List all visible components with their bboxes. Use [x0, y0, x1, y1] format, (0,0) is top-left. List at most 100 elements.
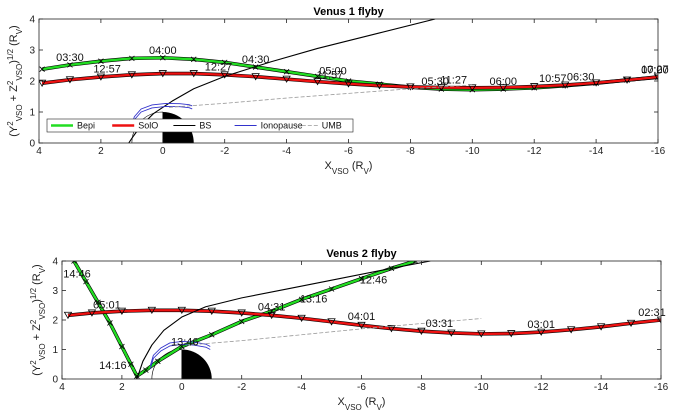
time-annotation: 03:31 — [426, 318, 454, 330]
y-tick-label: 2 — [52, 316, 58, 327]
x-axis-label: XVSO (RV) — [325, 160, 373, 176]
series-solo-point — [375, 82, 384, 90]
series-solo-point — [387, 325, 396, 333]
time-annotation: 04:00 — [149, 45, 177, 57]
series-solo-point — [468, 84, 477, 92]
series-solo-point — [653, 73, 658, 81]
series-bepi-point — [128, 361, 134, 368]
y-axis-label: (Y2VSO + Z2VSO)1/2 (RV) — [29, 264, 47, 375]
series-solo-point — [267, 311, 276, 320]
time-annotation: 10:27 — [641, 64, 669, 76]
time-annotation: 11:57 — [317, 70, 344, 82]
legend: Bepi SolO BS Ionopause UMB — [46, 118, 354, 133]
series-solo-point — [207, 307, 216, 315]
legend-label-bs: BS — [199, 121, 211, 131]
series-bepi-point — [98, 58, 104, 64]
series-ionopause-line — [149, 344, 211, 369]
series-solo-point — [313, 78, 322, 86]
series-bepi-point — [119, 343, 125, 350]
series-solo-point — [507, 330, 516, 338]
time-annotation: 13:46 — [171, 337, 199, 349]
time-annotation: 02:31 — [638, 307, 666, 319]
series-solo-point — [591, 79, 601, 87]
series-solo-point — [537, 328, 546, 336]
venus-night-side — [181, 349, 212, 379]
time-annotation: 14:16 — [99, 360, 127, 372]
time-annotation: 03:01 — [527, 319, 555, 331]
time-annotation: 05:01 — [93, 300, 121, 312]
series-bepi-point — [283, 68, 290, 75]
series-bepi-point — [268, 308, 275, 314]
series-solo-point — [622, 76, 632, 84]
series-bepi-point — [71, 261, 77, 264]
time-annotation: 04:30 — [242, 54, 270, 66]
time-annotation: 10:57 — [539, 73, 567, 85]
series-solo-point — [417, 327, 426, 336]
time-annotation: 12:57 — [93, 64, 121, 76]
time-annotation: 07:00 — [641, 65, 669, 77]
legend-label-solo: SolO — [138, 121, 158, 131]
series-bepi-point — [358, 275, 365, 282]
time-annotation: 06:30 — [567, 71, 595, 83]
series-solo-point — [65, 76, 75, 84]
series-solo-point — [177, 306, 186, 315]
x-tick-label: 0 — [160, 146, 166, 157]
x-tick-label: 0 — [179, 382, 185, 393]
y-tick-label: 1 — [52, 345, 58, 356]
time-annotation: 06:00 — [489, 76, 517, 88]
series-bepi-point — [83, 278, 89, 285]
x-tick-label: -4 — [282, 146, 291, 157]
series-solo-point — [357, 321, 366, 330]
series-bepi-point — [107, 320, 113, 326]
series-umb-line — [168, 84, 473, 108]
chart-title: Venus 1 flyby — [313, 6, 384, 18]
chart-title: Venus 2 flyby — [326, 248, 397, 260]
x-tick-label: 4 — [36, 146, 42, 157]
series-solo-point — [596, 323, 606, 331]
series-solo-point — [437, 84, 446, 92]
x-tick-label: 2 — [98, 146, 104, 157]
series-bepi-point — [221, 59, 228, 66]
series-solo-point — [282, 75, 291, 83]
plot-area — [39, 19, 658, 143]
series-solo-point — [626, 319, 636, 328]
series-bepi-point — [160, 54, 166, 61]
x-tick-label: -2 — [220, 146, 229, 157]
y-tick-label: 3 — [52, 286, 58, 297]
series-umb-line — [187, 318, 482, 346]
panel-1: 4 2 0 -2 -4 -6 -8 -10 -12 -14 -16 0 1 2 3 4 Venus 1 flyb… — [29, 6, 668, 157]
series-solo-point — [447, 329, 456, 337]
y-tick-label: 3 — [29, 46, 35, 57]
series-solo-point — [237, 309, 246, 317]
time-annotation: 12:46 — [360, 275, 388, 287]
x-tick-label: 4 — [59, 382, 65, 393]
series-bepi-point — [208, 331, 215, 338]
y-tick-label: 0 — [52, 375, 58, 386]
series-solo-point — [327, 318, 336, 326]
legend-label-ionopause: Ionopause — [261, 121, 303, 131]
series-bepi-point — [412, 261, 419, 264]
x-tick-label: -4 — [297, 382, 306, 393]
series-bepi-point — [143, 367, 149, 373]
time-annotation: 05:30 — [421, 76, 449, 88]
series-solo-point — [189, 70, 198, 78]
x-tick-label: -10 — [465, 146, 480, 157]
series-bepi-line — [72, 261, 416, 378]
series-solo-point — [127, 71, 137, 79]
series-solo-point — [566, 326, 576, 334]
series-solo-line — [67, 309, 661, 336]
y-tick-label: 2 — [29, 77, 35, 88]
x-tick-label: 2 — [119, 382, 125, 393]
series-solo-point — [39, 79, 47, 87]
series-solo-point — [220, 71, 229, 79]
series-bs-line — [136, 261, 431, 379]
time-annotation: 05:00 — [319, 66, 347, 78]
time-annotation: 12:27 — [205, 61, 233, 73]
series-solo-point — [147, 306, 157, 315]
time-annotation: 04:31 — [258, 302, 286, 314]
series-bepi-point — [314, 73, 321, 80]
panel-2: 4 2 0 -2 -4 -6 -8 -10 -12 -14 -16 0 1 2 3 4 Venus 2 flyb… — [52, 248, 668, 393]
series-bepi-point — [67, 62, 73, 68]
series-bepi-point — [190, 56, 197, 63]
